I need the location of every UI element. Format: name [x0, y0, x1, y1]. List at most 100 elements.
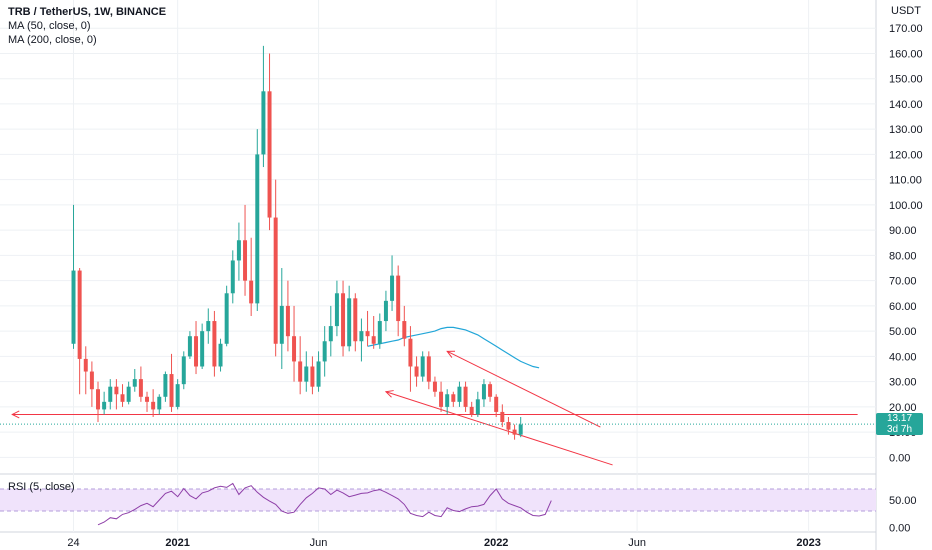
x-tick-label: 2022 [484, 537, 508, 549]
candle-body[interactable] [371, 336, 376, 344]
candle-body[interactable] [334, 293, 339, 327]
y-tick-label: 30.00 [889, 377, 917, 389]
candle-body[interactable] [365, 331, 370, 337]
candle-body[interactable] [206, 321, 211, 332]
channel-line[interactable] [446, 350, 601, 428]
support-arrow-head [11, 410, 20, 419]
candle-body[interactable] [488, 384, 493, 397]
candle-body[interactable] [469, 406, 474, 415]
candle-body[interactable] [322, 341, 327, 362]
candle-body[interactable] [518, 424, 523, 435]
candle-body[interactable] [341, 293, 346, 347]
candle-body[interactable] [316, 361, 321, 387]
candle-body[interactable] [475, 399, 480, 415]
candle-body[interactable] [457, 386, 462, 402]
candle-body[interactable] [273, 217, 278, 344]
candle-body[interactable] [126, 386, 131, 402]
rsi-legend[interactable]: RSI (5, close) [8, 481, 75, 493]
candle-body[interactable] [292, 336, 297, 362]
candle-body[interactable] [218, 343, 223, 367]
candle-body[interactable] [347, 298, 352, 347]
candle-body[interactable] [96, 389, 101, 410]
candle-body[interactable] [151, 401, 156, 410]
candle-body[interactable] [353, 298, 358, 342]
candle-body[interactable] [114, 386, 119, 395]
x-tick-label: Jun [310, 537, 328, 549]
candle-body[interactable] [390, 275, 395, 301]
candle-body[interactable] [285, 305, 290, 337]
candle-body[interactable] [187, 336, 192, 357]
candle-body[interactable] [255, 154, 260, 304]
candle-body[interactable] [383, 300, 388, 322]
candle-body[interactable] [261, 91, 266, 155]
candle-body[interactable] [157, 396, 162, 410]
candle-body[interactable] [71, 270, 76, 344]
candle-body[interactable] [420, 356, 425, 377]
rsi-tick-label: 0.00 [889, 523, 910, 535]
candle-body[interactable] [445, 394, 450, 407]
ma50-legend[interactable]: MA (50, close, 0) [8, 20, 91, 32]
candle-body[interactable] [494, 396, 499, 412]
candle-body[interactable] [120, 394, 125, 402]
candle-body[interactable] [310, 366, 315, 387]
candle-body[interactable] [279, 305, 284, 344]
y-tick-label: 150.00 [889, 74, 923, 86]
candle-body[interactable] [108, 386, 113, 402]
ma200-legend[interactable]: MA (200, close, 0) [8, 34, 97, 46]
last-price-tag: 13.17 3d 7h [876, 413, 923, 435]
candle-body[interactable] [432, 381, 437, 392]
candle-body[interactable] [402, 321, 407, 339]
candle-body[interactable] [359, 331, 364, 342]
candle-body[interactable] [169, 374, 174, 407]
candle-body[interactable] [298, 361, 303, 382]
channel-arrow-head [384, 390, 394, 398]
candle-body[interactable] [500, 411, 505, 423]
candle-body[interactable] [328, 326, 333, 342]
candle-body[interactable] [512, 429, 517, 435]
candle-body[interactable] [267, 91, 272, 218]
candle-body[interactable] [194, 336, 199, 367]
channel-line[interactable] [385, 391, 613, 466]
candle-body[interactable] [145, 396, 150, 402]
candle-body[interactable] [439, 391, 444, 407]
candle-body[interactable] [138, 379, 143, 397]
candle-body[interactable] [396, 275, 401, 322]
candle-body[interactable] [230, 260, 235, 294]
symbol-title[interactable]: TRB / TetherUS, 1W, BINANCE [8, 6, 167, 18]
candle-body[interactable] [83, 358, 88, 372]
candle-body[interactable] [426, 356, 431, 382]
candle-body[interactable] [89, 371, 94, 390]
candle-body[interactable] [175, 384, 180, 407]
candle-body[interactable] [77, 270, 82, 359]
candle-body[interactable] [377, 321, 382, 344]
rsi-band [0, 488, 876, 512]
candle-body[interactable] [414, 366, 419, 377]
y-tick-label: 130.00 [889, 124, 923, 136]
candle-body[interactable] [304, 366, 309, 382]
candle-body[interactable] [224, 293, 229, 344]
channel-arrow-head [446, 350, 456, 358]
candle-body[interactable] [181, 356, 186, 385]
candle-body[interactable] [132, 379, 137, 387]
candle-body[interactable] [249, 280, 254, 304]
candle-body[interactable] [163, 374, 168, 397]
candle-body[interactable] [212, 321, 217, 367]
candle-body[interactable] [506, 422, 511, 430]
y-tick-label: 140.00 [889, 99, 923, 111]
candle-body[interactable] [243, 240, 248, 281]
candle-body[interactable] [236, 240, 241, 261]
candle-body[interactable] [463, 386, 468, 407]
candle-body[interactable] [200, 331, 205, 367]
y-tick-label: 170.00 [889, 23, 923, 35]
y-tick-label: 90.00 [889, 225, 917, 237]
candlestick-series[interactable] [71, 45, 523, 440]
y-axis-unit-label: USDT [891, 5, 921, 17]
candle-body[interactable] [451, 394, 456, 402]
y-tick-label: 60.00 [889, 301, 917, 313]
candle-body[interactable] [102, 401, 107, 410]
x-tick-label: 2021 [165, 537, 189, 549]
candle-body[interactable] [408, 338, 413, 367]
candle-body[interactable] [481, 384, 486, 400]
